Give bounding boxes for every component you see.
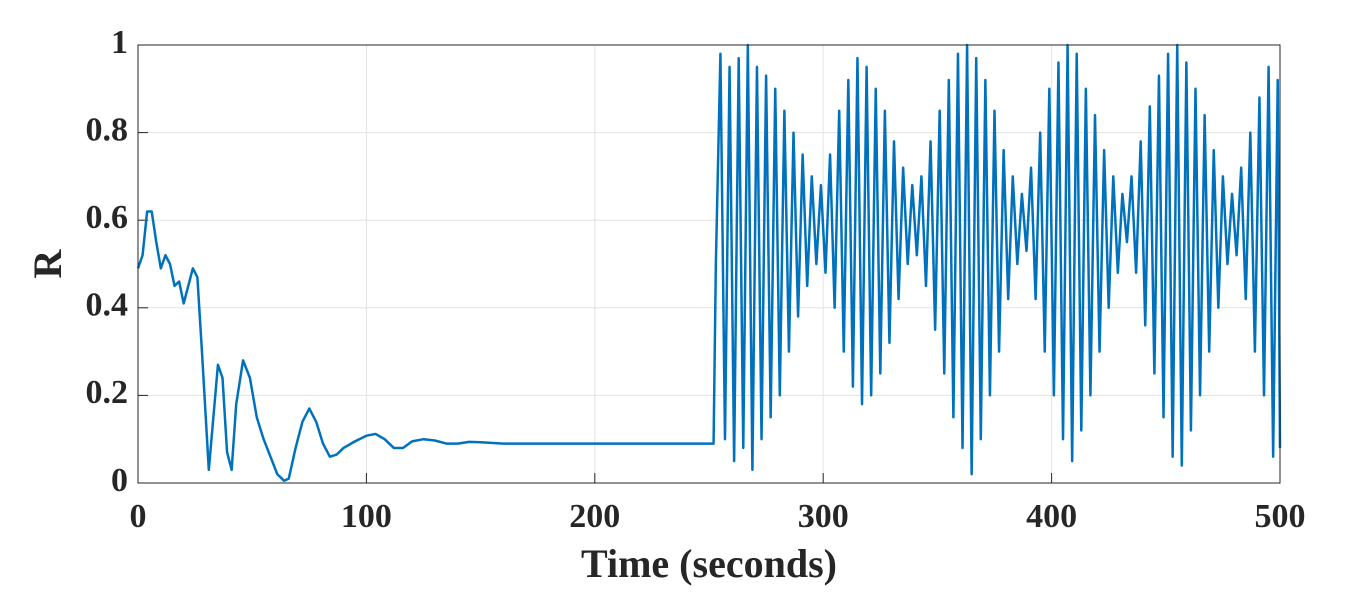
- x-tick-label: 200: [569, 498, 620, 535]
- y-tick-label: 0.4: [86, 287, 129, 324]
- x-tick-label: 0: [130, 498, 147, 535]
- y-tick-label: 0.8: [86, 111, 129, 148]
- x-tick-label: 100: [341, 498, 392, 535]
- y-axis-label: R: [25, 248, 70, 278]
- x-tick-label: 400: [1026, 498, 1077, 535]
- y-tick-label: 1: [111, 24, 128, 61]
- plot-frame: [137, 44, 1281, 484]
- x-tick-label: 300: [798, 498, 849, 535]
- y-tick-label: 0: [111, 462, 128, 499]
- y-tick-label: 0.6: [86, 199, 129, 236]
- x-axis-label: Time (seconds): [581, 541, 837, 586]
- y-tick-label: 0.2: [86, 374, 129, 411]
- data-line: [136, 43, 1282, 483]
- x-tick-label: 500: [1255, 498, 1306, 535]
